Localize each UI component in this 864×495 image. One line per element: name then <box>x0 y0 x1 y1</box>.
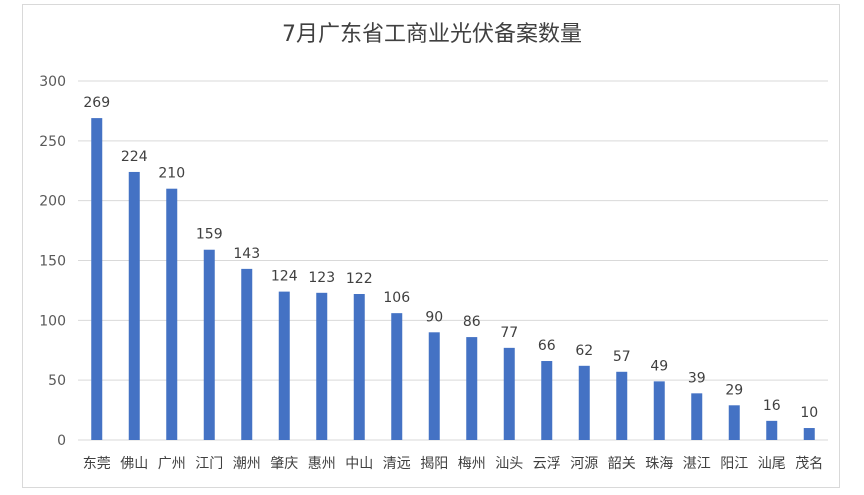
category-label: 揭阳 <box>420 456 448 472</box>
data-label: 16 <box>763 398 781 414</box>
data-label: 90 <box>425 309 443 325</box>
y-tick-label: 100 <box>39 313 66 329</box>
category-label: 中山 <box>345 456 373 472</box>
data-label: 49 <box>650 358 668 374</box>
bar <box>353 294 365 440</box>
category-label: 韶关 <box>608 456 636 472</box>
bar <box>728 405 740 440</box>
data-label: 39 <box>688 370 706 386</box>
bar <box>653 381 665 440</box>
bar <box>503 347 515 440</box>
bar <box>766 420 778 440</box>
category-label: 云浮 <box>533 456 561 472</box>
category-label: 广州 <box>158 456 186 472</box>
category-label: 东莞 <box>83 456 111 472</box>
category-label: 汕尾 <box>758 456 786 472</box>
bar <box>278 291 290 440</box>
bar <box>466 337 478 440</box>
bar <box>616 371 628 440</box>
bar <box>578 365 590 440</box>
data-label: 106 <box>383 290 410 306</box>
data-label: 269 <box>83 95 110 111</box>
data-labels: 269 224 210 159 143 124 123 122 106 90 86 77 66 62 57 4… <box>83 95 818 421</box>
bar <box>803 428 815 440</box>
chart-title: 7月广东省工商业光伏备案数量 <box>282 22 582 47</box>
bar <box>316 292 328 440</box>
y-tick-label: 0 <box>57 433 66 449</box>
category-label: 湛江 <box>683 456 711 472</box>
data-label: 10 <box>800 405 818 421</box>
bar <box>241 268 253 440</box>
bars <box>91 118 815 441</box>
category-label: 汕头 <box>495 456 523 472</box>
category-label: 潮州 <box>233 456 261 472</box>
data-label: 57 <box>613 349 631 365</box>
category-label: 梅州 <box>458 456 486 472</box>
data-label: 86 <box>463 314 481 330</box>
x-axis-categories: 东莞 佛山 广州 江门 潮州 肇庆 惠州 中山 清远 揭阳 梅州 汕头 云浮 河源 韶关 珠海 湛江 阳江 汕尾 茂名 <box>83 455 824 472</box>
category-label: 惠州 <box>308 456 336 472</box>
data-label: 224 <box>121 149 148 165</box>
bar <box>203 249 215 440</box>
bar <box>428 332 440 440</box>
y-tick-label: 250 <box>39 134 66 150</box>
category-label: 珠海 <box>645 456 673 472</box>
y-axis-ticks: 0 50 100 150 200 250 300 <box>39 74 66 449</box>
data-label: 143 <box>233 246 260 262</box>
bar <box>391 313 403 440</box>
data-label: 124 <box>271 269 298 285</box>
data-label: 123 <box>308 270 335 286</box>
data-label: 77 <box>500 325 518 341</box>
category-label: 河源 <box>570 456 598 472</box>
y-tick-label: 200 <box>39 194 66 210</box>
gridlines <box>78 80 828 441</box>
bar <box>691 393 703 440</box>
category-label: 佛山 <box>120 456 148 472</box>
data-label: 29 <box>725 382 743 398</box>
category-label: 江门 <box>195 456 223 472</box>
bar <box>166 188 178 440</box>
data-label: 210 <box>158 166 185 182</box>
data-label: 122 <box>346 271 373 287</box>
data-label: 159 <box>196 227 223 243</box>
data-label: 62 <box>575 343 593 359</box>
category-label: 阳江 <box>720 456 748 472</box>
bar <box>128 171 140 441</box>
y-tick-label: 50 <box>48 373 66 389</box>
y-tick-label: 150 <box>39 254 66 270</box>
category-label: 肇庆 <box>270 456 298 472</box>
y-tick-label: 300 <box>39 74 66 90</box>
category-label: 清远 <box>383 456 411 472</box>
bar <box>91 118 103 440</box>
data-label: 66 <box>538 338 556 354</box>
category-label: 茂名 <box>795 455 823 472</box>
bar <box>541 361 553 440</box>
